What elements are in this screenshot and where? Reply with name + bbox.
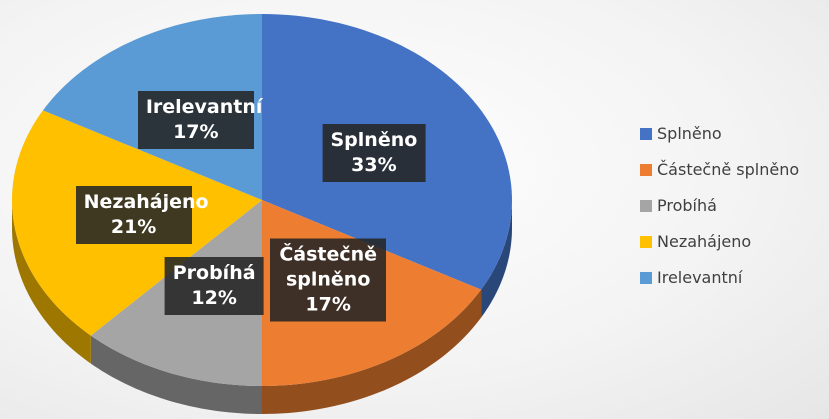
data-label-name: Částečně splněno	[279, 243, 378, 291]
legend-label: Irelevantní	[657, 268, 743, 287]
data-label: Částečně splněno 17%	[270, 238, 387, 322]
data-label-value: 21%	[110, 215, 157, 238]
legend-label: Částečně splněno	[657, 160, 800, 179]
slice-side	[90, 335, 262, 414]
data-label-value: 17%	[305, 293, 351, 316]
data-label-name: Nezahájeno	[83, 190, 209, 213]
legend-swatch	[640, 127, 652, 140]
legend-item: Irelevantní	[640, 268, 742, 287]
legend-swatch	[640, 199, 652, 212]
legend-item: Částečně splněno	[640, 160, 799, 179]
data-label-value: 17%	[173, 120, 219, 143]
legend-item: Nezahájeno	[640, 232, 751, 251]
legend-label: Probíhá	[657, 196, 717, 215]
data-label: Irelevantní 17%	[137, 90, 263, 149]
legend-swatch	[640, 235, 652, 248]
data-label-value: 12%	[191, 287, 237, 310]
data-label: Nezahájeno 21%	[75, 185, 209, 244]
data-label-name: Irelevantní	[145, 95, 263, 118]
legend-item: Probíhá	[640, 196, 717, 215]
legend-label: Splněno	[657, 124, 722, 143]
legend-label: Nezahájeno	[657, 232, 752, 251]
data-label-value: 33%	[351, 153, 397, 176]
data-label-name: Probíhá	[172, 262, 256, 285]
legend-swatch	[640, 271, 652, 284]
legend-swatch	[640, 163, 652, 176]
legend-item: Splněno	[640, 124, 722, 143]
data-label: Probíhá 12%	[164, 257, 264, 316]
slice-side	[12, 200, 91, 364]
data-label: Splněno 33%	[322, 123, 426, 182]
slice-side	[262, 289, 482, 414]
slice-side	[481, 200, 512, 318]
data-label-name: Splněno	[330, 128, 418, 151]
